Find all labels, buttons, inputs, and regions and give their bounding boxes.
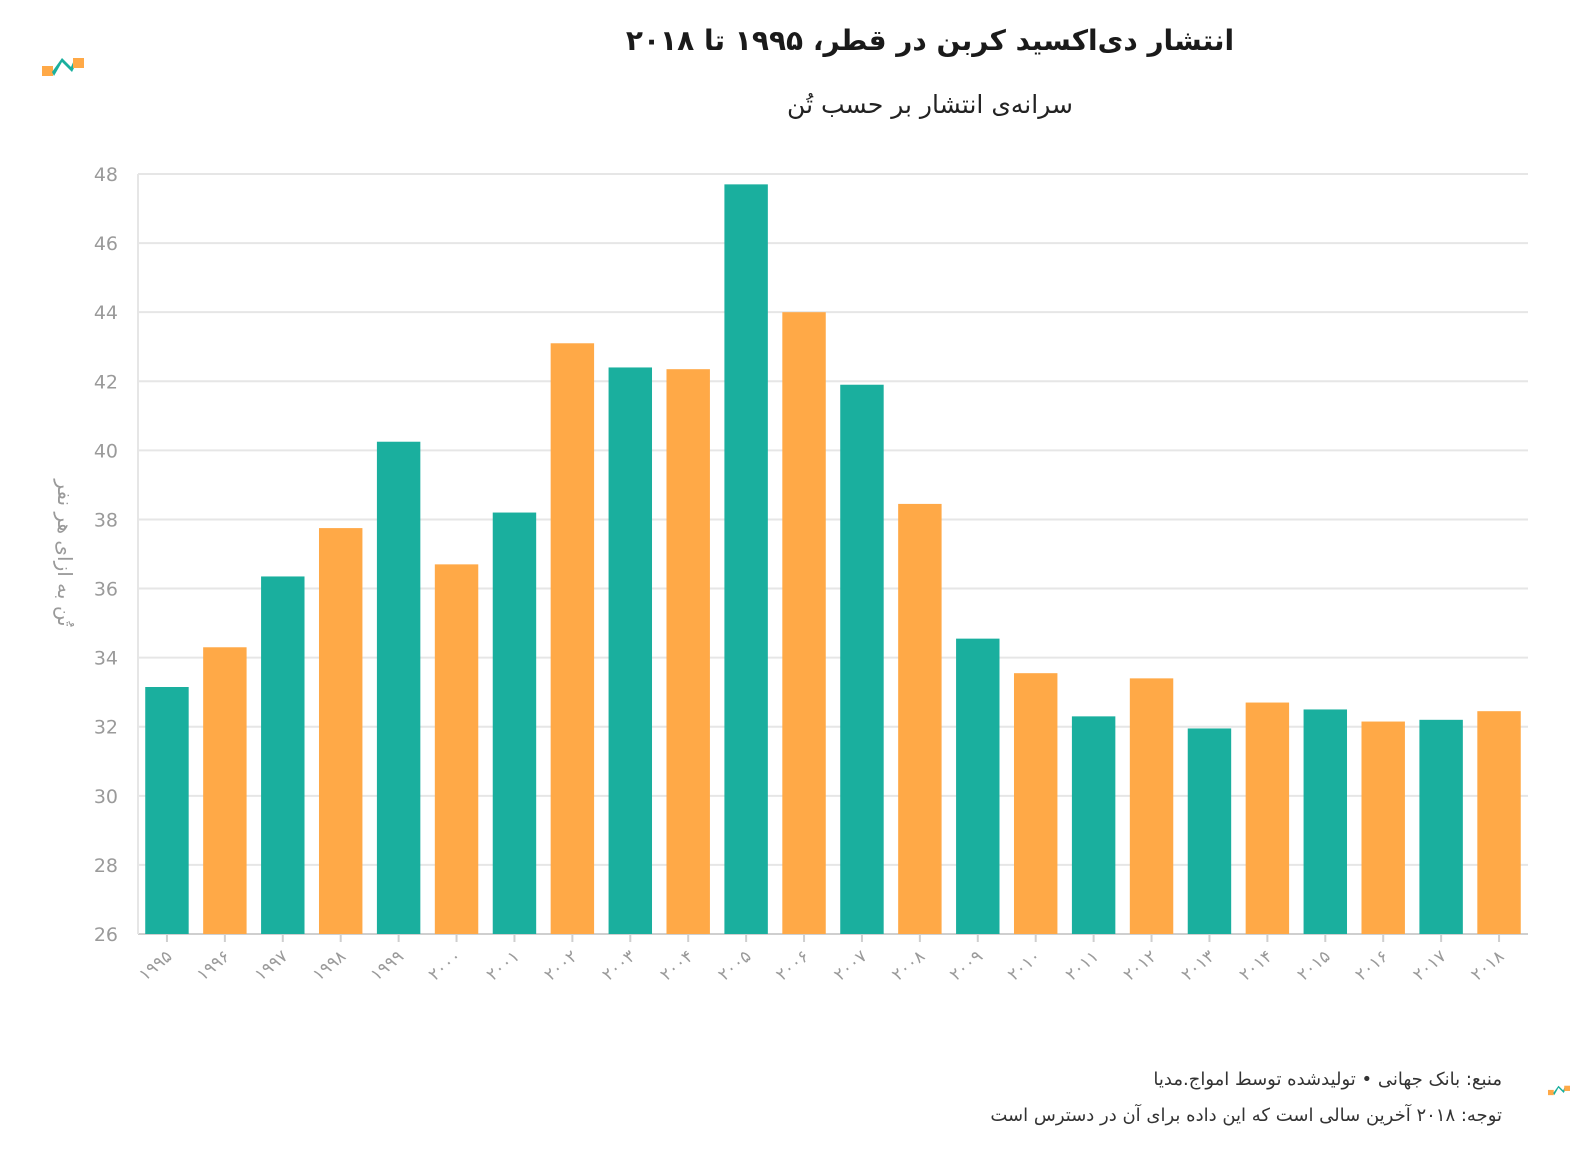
y-axis-label: تُن به ازای هر نفر — [53, 478, 77, 627]
y-tick-label: 40 — [94, 440, 118, 462]
bar-8 — [608, 367, 653, 934]
grid-lines — [137, 173, 1528, 935]
x-tick-label: ۲۰۰۱ — [483, 947, 524, 986]
bar-14 — [956, 638, 1000, 934]
bar-15 — [1013, 673, 1058, 934]
x-tick-label: ۲۰۱۵ — [1294, 947, 1335, 986]
bar-13 — [898, 503, 942, 934]
chart-subtitle: سرانه‌ی انتشار بر حسب تُن — [787, 90, 1073, 119]
bar-6 — [492, 512, 537, 934]
bar-10 — [724, 184, 768, 934]
y-tick-label: 26 — [94, 924, 118, 946]
bar-22 — [1419, 719, 1463, 934]
x-tick-label: ۲۰۰۹ — [946, 947, 987, 986]
y-tick-label: 46 — [94, 233, 118, 255]
bar-2 — [261, 576, 305, 934]
bar-12 — [840, 384, 884, 934]
bar-20 — [1303, 709, 1348, 934]
bar-21 — [1361, 721, 1405, 934]
y-tick-label: 48 — [94, 164, 118, 186]
y-tick-label: 42 — [94, 371, 118, 393]
bar-11 — [782, 312, 826, 934]
bar-5 — [434, 564, 479, 934]
y-tick-label: 30 — [94, 786, 118, 808]
bar-4 — [376, 441, 421, 934]
bar-19 — [1245, 702, 1290, 934]
bar-3 — [318, 528, 363, 934]
x-tick-label: ۱۹۹۹ — [367, 947, 408, 986]
x-axis-ticks: ۱۹۹۵ ۱۹۹۶ ۱۹۹۷ ۱۹۹۸ ۱۹۹۹ ۲۰۰۰ ۲۰۰۱ ۲۰۰۲ ۲۰۰۳ ۲۰۰۴… — [135, 934, 1508, 985]
source-note: منبع: بانک جهانی • تولیدشده توسط امواج.م… — [1153, 1069, 1502, 1090]
chart-title: انتشار دی‌اکسید کربن در قطر، ۱۹۹۵ تا ۲۰۱… — [625, 24, 1235, 57]
y-tick-label: 38 — [94, 509, 118, 531]
bar-16 — [1071, 716, 1116, 934]
bar-18 — [1187, 728, 1232, 934]
x-tick-label: ۱۹۹۵ — [135, 947, 176, 986]
x-tick-label: ۲۰۰۵ — [714, 947, 755, 986]
bar-7 — [550, 343, 595, 935]
bars — [145, 184, 1521, 935]
x-tick-label: ۲۰۱۲ — [1120, 947, 1161, 986]
x-tick-label: ۲۰۱۸ — [1467, 947, 1508, 986]
bar-1 — [203, 647, 247, 934]
y-tick-label: 44 — [94, 302, 118, 324]
x-tick-label: ۱۹۹۷ — [251, 947, 292, 986]
x-tick-label: ۱۹۹۸ — [309, 947, 350, 986]
x-tick-label: ۲۰۱۷ — [1409, 947, 1450, 986]
bar-0 — [145, 687, 189, 934]
x-tick-label: ۲۰۱۱ — [1062, 947, 1103, 986]
x-tick-label: ۱۹۹۶ — [193, 947, 234, 986]
x-tick-label: ۲۰۰۴ — [657, 947, 698, 986]
amwaj-logo-small-icon — [1548, 1085, 1570, 1096]
y-tick-label: 32 — [94, 717, 118, 739]
x-tick-label: ۲۰۱۴ — [1236, 947, 1277, 986]
y-tick-label: 34 — [94, 648, 118, 670]
x-tick-label: ۲۰۰۷ — [830, 947, 871, 986]
chart-footer: منبع: بانک جهانی • تولیدشده توسط امواج.م… — [990, 1062, 1502, 1134]
x-tick-label: ۲۰۰۶ — [772, 947, 813, 986]
x-tick-label: ۲۰۱۶ — [1352, 947, 1393, 986]
y-axis-ticks: 26 28 30 32 34 36 38 40 42 44 46 48 — [94, 164, 118, 946]
x-tick-label: ۲۰۱۳ — [1178, 947, 1219, 986]
y-tick-label: 28 — [94, 855, 118, 877]
x-tick-label: ۲۰۰۰ — [425, 947, 466, 986]
bar-17 — [1129, 678, 1174, 934]
bar-23 — [1477, 711, 1521, 934]
amwaj-logo-icon — [42, 58, 84, 76]
x-tick-label: ۲۰۱۰ — [1004, 947, 1045, 986]
x-tick-label: ۲۰۰۳ — [599, 947, 640, 986]
x-tick-label: ۲۰۰۲ — [541, 947, 582, 986]
y-tick-label: 36 — [94, 579, 118, 601]
data-note: توجه: ۲۰۱۸ آخرین سالی است که این داده بر… — [990, 1105, 1502, 1126]
x-tick-label: ۲۰۰۸ — [888, 947, 929, 986]
bar-9 — [666, 369, 710, 934]
